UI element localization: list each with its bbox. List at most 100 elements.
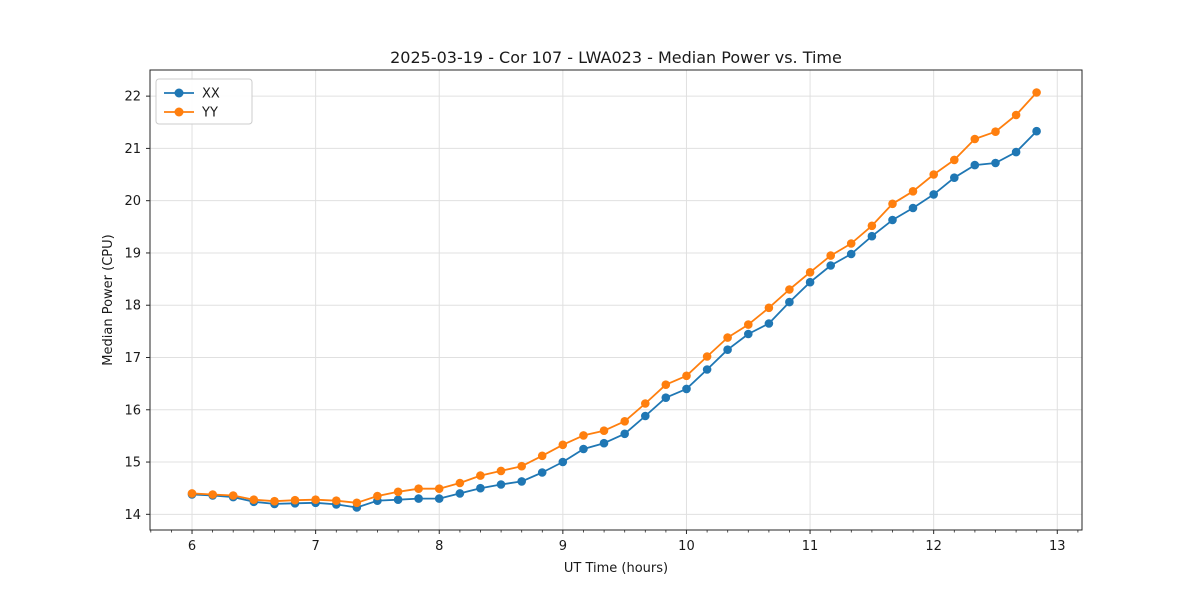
y-tick-label: 18: [124, 299, 141, 314]
series-XX-marker: [908, 203, 918, 213]
series-YY: [187, 88, 1041, 508]
series-YY-marker: [744, 320, 753, 329]
series-YY-marker: [702, 352, 712, 361]
y-tick-label: 21: [124, 142, 141, 157]
y-tick-label: 19: [124, 246, 141, 261]
series-XX-marker: [393, 495, 403, 505]
series-XX-marker: [1032, 126, 1041, 136]
series-XX-marker: [764, 319, 774, 328]
series-YY-marker: [517, 461, 526, 471]
series-YY-marker: [373, 491, 382, 501]
series-XX-marker: [476, 483, 485, 493]
series-XX-marker: [826, 261, 835, 270]
series-YY-marker: [888, 199, 897, 209]
series-XX-marker: [888, 215, 897, 225]
x-tick-label: 13: [1049, 539, 1066, 554]
series-YY-marker: [908, 187, 918, 196]
series-YY-marker: [970, 134, 980, 144]
series-YY-marker: [846, 239, 856, 248]
x-tick-label: 10: [678, 539, 695, 554]
series-YY-marker: [476, 471, 485, 480]
series-YY-marker: [537, 451, 547, 461]
series-XX-marker: [805, 277, 815, 287]
series-XX-marker: [929, 190, 938, 199]
series-XX-marker: [744, 329, 753, 339]
chart-title: 2025-03-19 - Cor 107 - LWA023 - Median P…: [390, 48, 842, 67]
series-XX-marker: [991, 158, 1000, 168]
series-YY-marker: [455, 478, 465, 488]
series-XX-marker: [579, 444, 588, 454]
series-YY-marker: [228, 491, 238, 500]
series-XX-marker: [723, 345, 732, 355]
series-XX-marker: [867, 231, 877, 241]
series-YY-marker: [805, 268, 815, 277]
series-YY-marker: [496, 466, 506, 476]
series-YY-marker: [764, 303, 774, 313]
series-YY-marker: [929, 170, 938, 179]
series-XX-marker: [1011, 147, 1021, 157]
axes-spines: [149, 69, 1083, 531]
legend-item-XX: XX: [164, 87, 220, 102]
series-XX: [187, 126, 1041, 512]
x-tick-label: 7: [311, 539, 319, 554]
series-YY-marker: [270, 496, 279, 506]
series-XX-marker: [496, 480, 506, 489]
series-YY-marker: [661, 380, 671, 390]
series-YY-marker: [290, 495, 300, 505]
series-YY-marker: [867, 221, 877, 231]
x-tick-label: 9: [559, 539, 567, 554]
series-XX-marker: [641, 411, 650, 421]
series-XX-marker: [661, 393, 671, 403]
y-tick-label: 14: [124, 508, 141, 523]
x-tick-label: 12: [925, 539, 942, 554]
x-tick-label: 11: [802, 539, 819, 554]
series-YY-marker: [1032, 88, 1041, 97]
series-YY-marker: [1011, 110, 1021, 120]
series-XX-marker: [414, 494, 423, 503]
series-YY-marker: [620, 417, 629, 426]
series-YY-marker: [641, 399, 650, 408]
series-XX-marker: [785, 297, 794, 307]
series-XX-marker: [537, 468, 547, 477]
legend-sample-marker: [174, 107, 184, 117]
plot-area: [150, 70, 1082, 530]
x-tick-label: 6: [188, 539, 196, 554]
legend-sample-marker: [174, 88, 184, 98]
series-YY-marker: [187, 489, 197, 498]
x-tick-label: 8: [435, 539, 443, 554]
y-tick-label: 15: [124, 456, 141, 471]
y-tick-label: 16: [124, 403, 141, 418]
legend-label: YY: [201, 106, 218, 121]
series-XX-marker: [682, 384, 691, 394]
y-axis-label: Median Power (CPU): [101, 234, 116, 365]
series-XX-marker: [599, 438, 609, 448]
series-YY-marker: [950, 155, 959, 165]
series-YY-marker: [414, 484, 423, 494]
x-axis-label: UT Time (hours): [564, 561, 668, 576]
series-XX-marker: [434, 494, 444, 503]
series-YY-marker: [208, 490, 217, 499]
series-YY-marker: [599, 426, 609, 436]
series-YY-marker: [579, 431, 588, 440]
y-tick-label: 20: [124, 194, 141, 209]
series-YY-marker: [723, 333, 732, 342]
series-XX-marker: [620, 429, 629, 439]
legend-label: XX: [202, 87, 220, 102]
series-YY-marker: [352, 498, 362, 508]
series-XX-marker: [846, 249, 856, 259]
series-XX-marker: [950, 173, 959, 182]
series-XX-marker: [455, 489, 465, 498]
series-YY-marker: [826, 251, 835, 260]
series-YY-marker: [991, 127, 1000, 136]
y-tick-label: 22: [124, 90, 141, 105]
series-YY-marker: [332, 496, 341, 506]
series-YY-marker: [682, 371, 691, 381]
y-tick-label: 17: [124, 351, 141, 366]
series-XX-marker: [970, 160, 980, 170]
series-YY-marker: [249, 495, 259, 505]
legend: XX YY: [155, 78, 253, 125]
series-YY-marker: [434, 484, 444, 494]
series-YY-marker: [558, 440, 568, 450]
